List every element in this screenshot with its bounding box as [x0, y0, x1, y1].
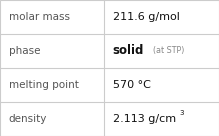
- Text: 3: 3: [180, 110, 184, 116]
- Text: phase: phase: [9, 46, 40, 56]
- Text: molar mass: molar mass: [9, 12, 70, 22]
- Text: (at STP): (at STP): [153, 47, 185, 55]
- Text: 570 °C: 570 °C: [113, 80, 151, 90]
- Text: solid: solid: [113, 44, 144, 58]
- Text: melting point: melting point: [9, 80, 79, 90]
- Text: 211.6 g/mol: 211.6 g/mol: [113, 12, 180, 22]
- Text: 2.113 g/cm: 2.113 g/cm: [113, 114, 176, 124]
- Text: density: density: [9, 114, 47, 124]
